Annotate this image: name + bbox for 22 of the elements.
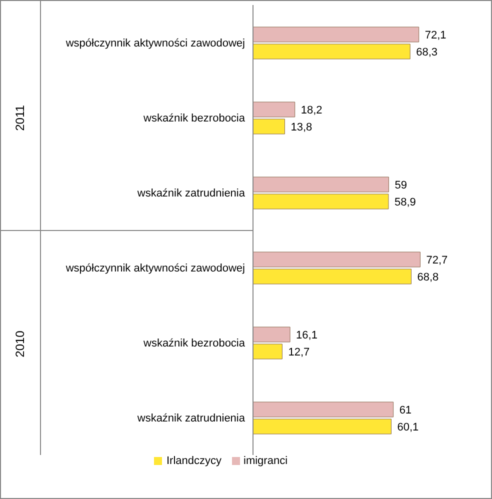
data-label: 18,2: [300, 104, 322, 116]
y-tick-label: wskaźnik bezrobocia: [142, 337, 246, 350]
data-label: 68,8: [417, 272, 439, 284]
legend-label: imigranci: [244, 455, 288, 467]
data-label: 13,8: [290, 122, 312, 134]
text: 2010: [13, 330, 27, 357]
legend-label: Irlandczycy: [166, 455, 222, 467]
data-label: 72,7: [426, 254, 448, 266]
text: 2011: [13, 104, 27, 130]
y-tick-label: wskaźnik zatrudnienia: [136, 412, 246, 424]
data-label: 68,3: [416, 46, 438, 58]
y-tick-label: współczynnik aktywności zawodowej: [64, 262, 245, 274]
data-label: 60,1: [397, 422, 419, 434]
data-label: 58,9: [394, 196, 416, 208]
data-label: 12,7: [288, 346, 310, 358]
y-tick-label: wskaźnik zatrudnienia: [136, 187, 246, 200]
y-tick-label: wskaźnik bezrobocia: [142, 112, 246, 124]
data-label: 59: [394, 180, 407, 192]
data-label: 72,1: [424, 30, 446, 42]
data-label: 16,1: [296, 330, 318, 342]
y-tick-label: współczynnik aktywności zawodowej: [64, 37, 245, 50]
data-label: 61: [399, 404, 412, 416]
